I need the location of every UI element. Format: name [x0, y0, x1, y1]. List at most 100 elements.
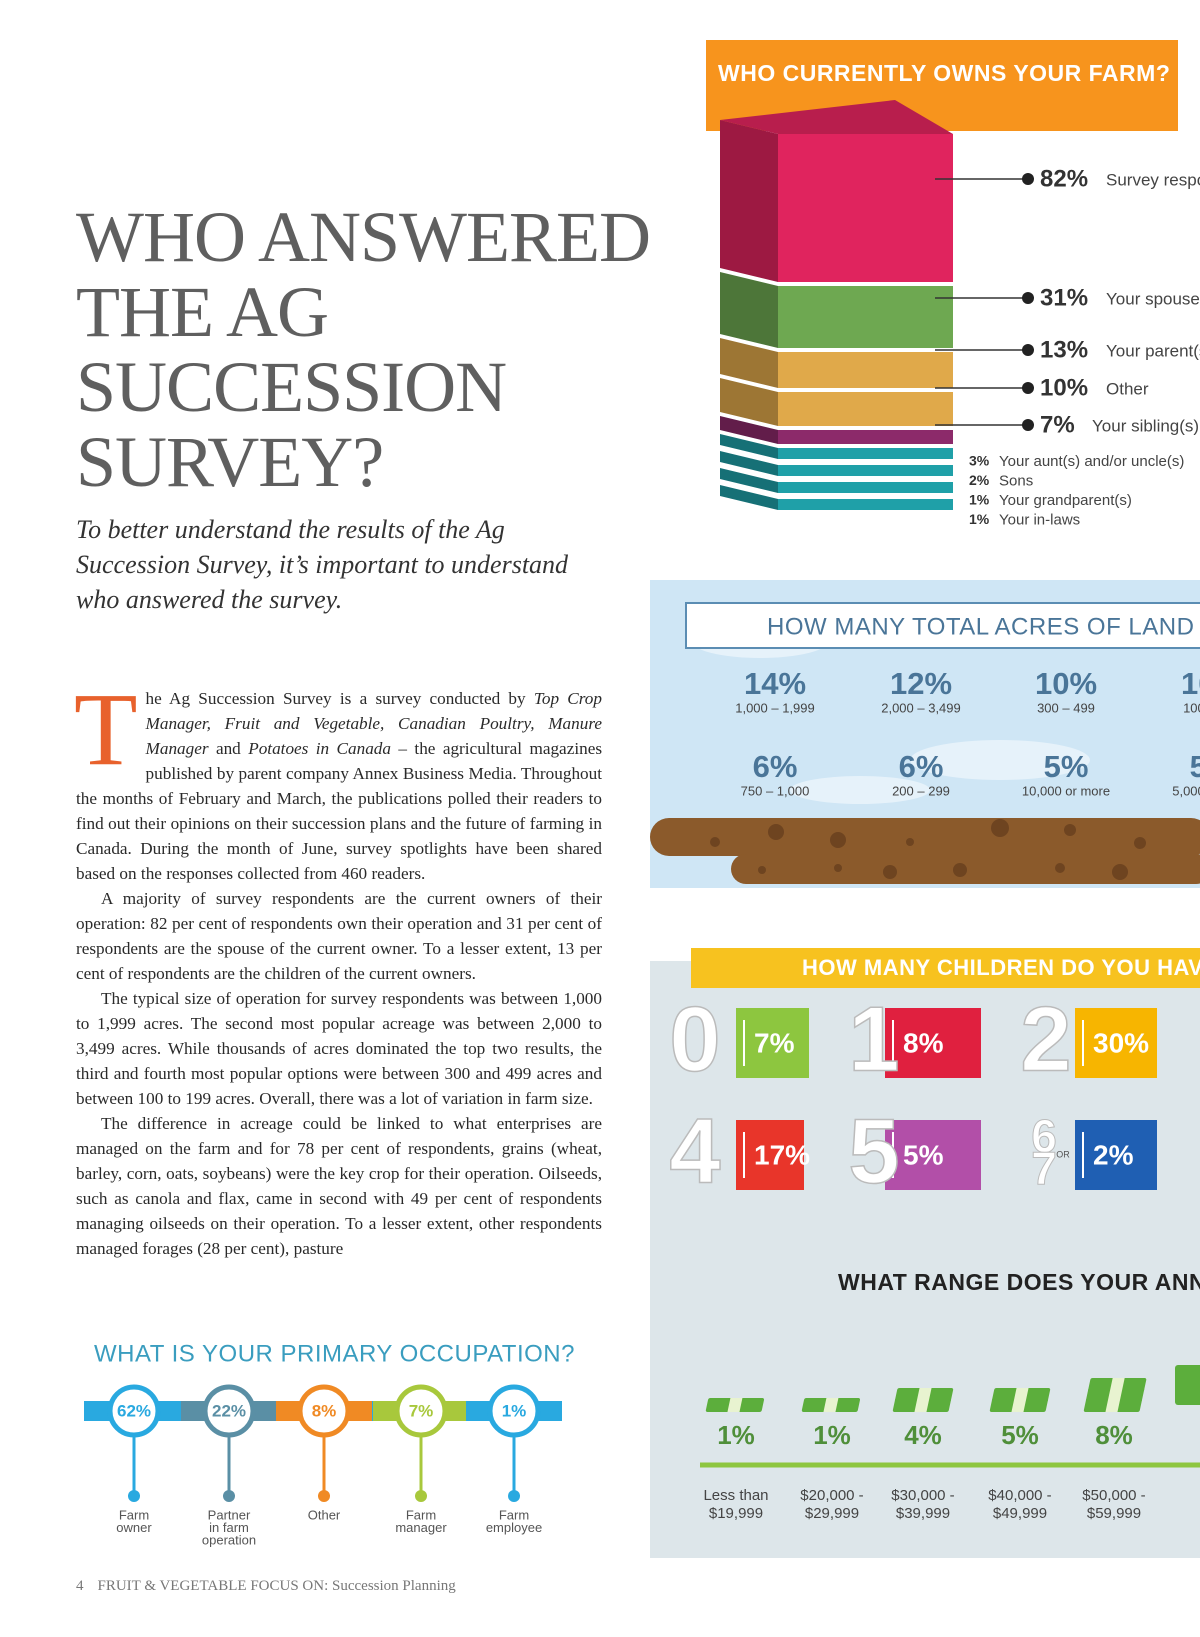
owner-minor-label: Sons [999, 472, 1033, 489]
income-pct: 5% [1001, 1420, 1039, 1450]
income-range: $30,000 - [891, 1487, 954, 1504]
income-range: $49,999 [993, 1505, 1047, 1522]
occupation-ring [394, 1384, 448, 1438]
children-count: 0 [669, 988, 720, 1090]
children-tile [1075, 1008, 1157, 1078]
occupation-label: Farm [119, 1507, 149, 1522]
acres-range: 2,000 – 3,499 [881, 700, 961, 715]
text-run: he Ag Succession Survey is a survey cond… [145, 689, 534, 708]
owner-minor-pct: 3% [969, 453, 990, 469]
text-run: The difference in acreage could be linke… [76, 1114, 602, 1258]
income-range: $19,999 [709, 1505, 763, 1522]
occupation-ring [297, 1384, 351, 1438]
children-count: 6 [1031, 1110, 1057, 1162]
owner-stripe [778, 448, 953, 459]
text-run: A majority of survey respondents are the… [76, 889, 602, 983]
owner-pct: 10% [1040, 374, 1088, 401]
text-run: and [208, 739, 249, 758]
money-band [727, 1398, 743, 1412]
income-range: $40,000 - [988, 1487, 1051, 1504]
owner-block-side [720, 378, 778, 426]
cloud [910, 740, 1090, 780]
occupation-pct: 22% [212, 1401, 246, 1420]
occupation-label: Farm [499, 1507, 529, 1522]
headline: WHO ANSWERED THE AG SUCCESSION SURVEY? [76, 197, 651, 502]
owner-minor-pct: 1% [969, 492, 990, 508]
children-tile [885, 1008, 981, 1078]
acres-range: 5,000 – 9,999 [1172, 783, 1200, 798]
soil [650, 818, 1200, 856]
owner-minor-pct: 1% [969, 511, 990, 527]
acres-range: 300 – 499 [1037, 700, 1095, 715]
owner-label: Survey respondent [1106, 170, 1200, 189]
money-band [916, 1388, 932, 1402]
owner-pct: 82% [1040, 165, 1088, 192]
paragraph: The difference in acreage could be linke… [76, 1111, 602, 1261]
children-count: 1 [848, 988, 899, 1090]
children-pct: 2% [1093, 1139, 1134, 1170]
headline-line: SUCCESSION [76, 347, 507, 427]
children-pct: 5% [903, 1139, 944, 1170]
acres-pct: 6% [753, 749, 798, 784]
acres-range: 750 – 1,000 [741, 783, 810, 798]
children-tile [1075, 1120, 1157, 1190]
income-pct: 4% [904, 1420, 942, 1450]
owner-block-side [720, 416, 778, 444]
leader-dot [1022, 382, 1034, 394]
income-range: $20,000 - [800, 1487, 863, 1504]
soil-dots [710, 819, 1146, 880]
owner-block-side [720, 338, 778, 388]
owner-minor-label: Your grandparent(s) [999, 492, 1132, 509]
children-or: OR [1056, 1149, 1070, 1159]
occupation-label: Partner [208, 1507, 251, 1522]
owner-label: Your parent(s) [1106, 341, 1200, 360]
owner-pct: 31% [1040, 284, 1088, 311]
income-pct: 1% [813, 1420, 851, 1450]
owner-block-top [720, 100, 953, 134]
income-range: Less than [703, 1487, 768, 1504]
owner-minor-pct: 2% [969, 472, 990, 488]
occupation-label: employee [486, 1520, 542, 1535]
acres-range: 1,000 – 1,999 [735, 700, 815, 715]
children-tile [885, 1120, 981, 1190]
owner-minor-label: Your in-laws [999, 511, 1080, 528]
acres-pct: 14% [744, 666, 806, 701]
owner-stripe [778, 465, 953, 476]
occupation-pct: 8% [312, 1401, 337, 1420]
owner-label: Other [1106, 379, 1149, 398]
leader-dot [1022, 292, 1034, 304]
occupation-label: Farm [406, 1507, 436, 1522]
occupation-label: Other [308, 1507, 341, 1522]
money-band [1013, 1388, 1029, 1402]
text-run: The typical size of operation for survey… [76, 989, 602, 1108]
owner-block [778, 286, 953, 348]
acres-pct: 5% [1044, 749, 1089, 784]
owners-title: WHO CURRENTLY OWNS YOUR FARM? [718, 60, 1170, 86]
headline-line: WHO ANSWERED [76, 197, 651, 277]
text-run: – the agricultural magazines published b… [76, 739, 603, 883]
occupation-label: manager [395, 1520, 447, 1535]
owner-stripe-side [720, 468, 778, 493]
children-tile [736, 1120, 804, 1190]
leader-dot [1022, 419, 1034, 431]
income-pct: 8% [1095, 1420, 1133, 1450]
occupation-label: owner [116, 1520, 152, 1535]
occupation-dot [128, 1490, 140, 1502]
owner-pct: 7% [1040, 411, 1075, 438]
occupation-dot [415, 1490, 427, 1502]
acres-pct: 6% [899, 749, 944, 784]
acres-title: HOW MANY TOTAL ACRES OF LAND DO YOU FARM… [767, 613, 1200, 640]
income-range: $29,999 [805, 1505, 859, 1522]
owner-pct: 13% [1040, 336, 1088, 363]
children-count: 2 [1020, 988, 1071, 1090]
acres-pct: 10% [1035, 666, 1097, 701]
children-title-bar [691, 948, 1200, 988]
headline-line: THE AG [76, 272, 329, 352]
headline-line: SURVEY? [76, 422, 384, 502]
income-range: $59,999 [1087, 1505, 1141, 1522]
page-number: 4 [76, 1578, 84, 1594]
owner-minor-label: Your aunt(s) and/or uncle(s) [999, 453, 1184, 470]
